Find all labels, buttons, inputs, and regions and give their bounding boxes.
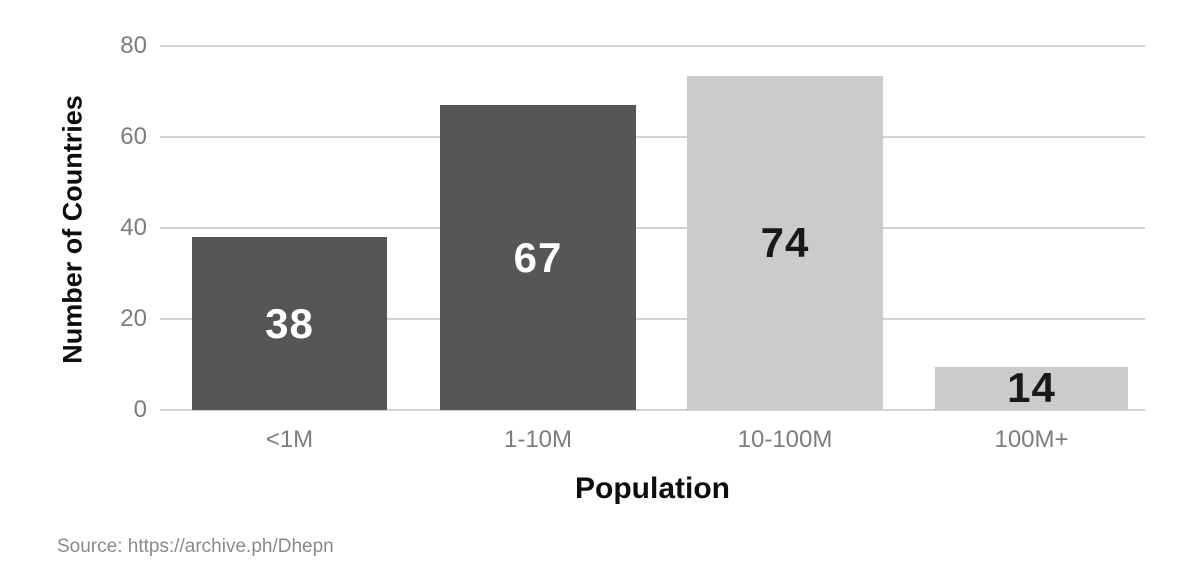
source-caption: Source: https://archive.ph/Dhepn (57, 536, 334, 557)
y-tick-label-60: 60 (120, 123, 147, 150)
y-axis-title: Number of Countries (57, 95, 88, 364)
bar-value-label-10-100m: 74 (760, 218, 810, 266)
y-tick-label-40: 40 (120, 214, 147, 241)
bar-10-100m: 74 (687, 75, 883, 410)
y-tick-label-0: 0 (133, 396, 147, 423)
y-tick-label-80: 80 (120, 32, 147, 59)
gridline-y-20 (160, 318, 1145, 320)
gridline-y-60 (160, 136, 1145, 138)
gridline-y-0 (160, 409, 1145, 411)
bar-1m: 38 (192, 237, 387, 410)
bar-100m: 14 (935, 364, 1128, 412)
y-tick-label-20: 20 (120, 305, 147, 332)
bar-value-label-1m: 38 (265, 299, 314, 347)
bar-value-label-100m: 14 (1007, 364, 1056, 412)
x-tick-label-100m: 100M+ (994, 426, 1069, 453)
x-tick-label-1-10m: 1-10M (503, 426, 573, 453)
bar-value-label-1-10m: 67 (513, 233, 563, 281)
x-tick-label-1m: <1M (265, 426, 314, 453)
x-tick-label-10-100m: 10-100M (737, 426, 833, 453)
x-axis-title: Population (575, 472, 730, 505)
gridline-y-40 (160, 227, 1145, 229)
gridline-y-80 (160, 45, 1145, 47)
bar-1-10m: 67 (440, 105, 636, 410)
